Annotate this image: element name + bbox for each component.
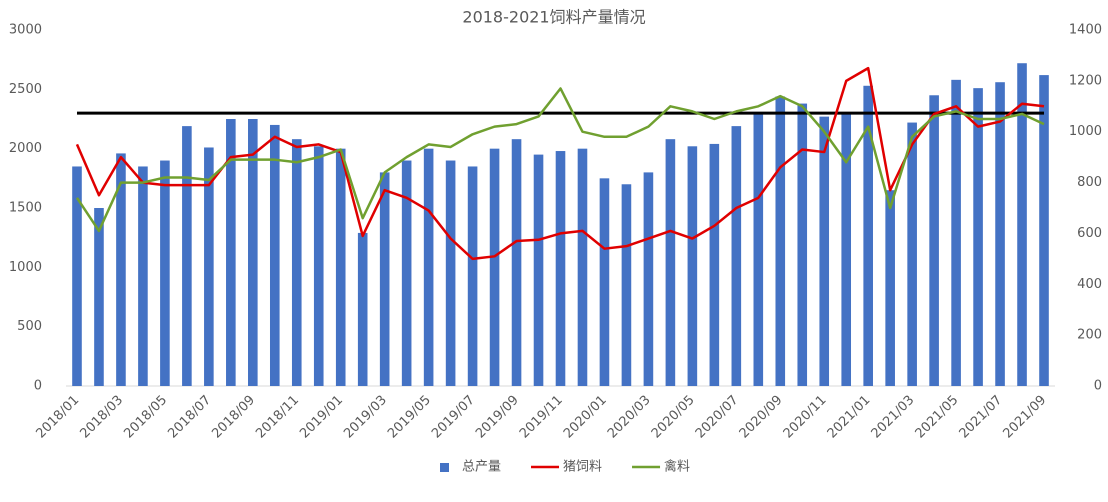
x-tick-label: 2018/09 <box>209 393 258 442</box>
bar <box>1017 63 1027 387</box>
bar <box>226 119 236 386</box>
x-tick-label: 2021/05 <box>913 393 962 442</box>
y-tick-label: 3000 <box>9 23 42 38</box>
bar <box>687 146 698 386</box>
bar <box>160 160 170 386</box>
bar <box>72 166 82 386</box>
bar <box>291 139 302 386</box>
bar <box>116 153 126 386</box>
bar <box>929 95 939 387</box>
x-tick-label: 2021/07 <box>957 393 1006 442</box>
bar <box>357 232 368 386</box>
x-tick-label: 2020/11 <box>781 393 830 442</box>
y2-tick-label: 400 <box>1077 277 1102 292</box>
x-tick-label: 2021/01 <box>825 393 874 442</box>
x-tick-label: 2021/03 <box>869 393 918 442</box>
bar <box>204 147 214 386</box>
bar <box>753 113 764 387</box>
x-tick-label: 2019/07 <box>429 393 478 442</box>
bar <box>995 82 1005 387</box>
bar <box>643 172 654 386</box>
x-tick-label: 2019/03 <box>341 393 390 442</box>
x-tick-label: 2020/09 <box>737 393 786 442</box>
x-tick-label: 2019/11 <box>517 393 566 442</box>
x-tick-label: 2020/01 <box>561 393 610 442</box>
bar <box>248 119 258 386</box>
y2-tick-label: 200 <box>1077 328 1102 343</box>
y-tick-label: 2500 <box>9 82 42 97</box>
y-tick-label: 2000 <box>9 141 42 156</box>
bar <box>511 139 522 386</box>
legend-swatch <box>440 463 449 472</box>
y2-tick-label: 1000 <box>1069 124 1102 139</box>
bar <box>841 113 852 387</box>
bar <box>775 96 786 386</box>
bar <box>269 124 280 386</box>
y2-tick-label: 600 <box>1077 226 1102 241</box>
bar <box>797 103 808 386</box>
bar <box>951 79 961 386</box>
bar <box>182 126 192 387</box>
bar <box>885 190 895 386</box>
x-tick-label: 2018/03 <box>77 393 126 442</box>
legend-label: 猪饲料 <box>563 460 602 475</box>
bar <box>445 160 456 386</box>
bar <box>423 148 434 386</box>
bar <box>907 122 917 386</box>
bar <box>555 151 566 386</box>
bar <box>313 146 324 386</box>
legend-label: 总产量 <box>462 460 501 475</box>
y-tick-label: 500 <box>17 319 42 334</box>
bar <box>533 154 544 386</box>
bar <box>379 172 390 386</box>
bar <box>138 166 148 386</box>
bar <box>94 208 104 386</box>
legend-label: 禽料 <box>664 459 690 475</box>
bar <box>819 116 830 387</box>
bar <box>709 143 720 386</box>
x-tick-label: 2018/05 <box>121 393 170 442</box>
bar <box>401 160 412 386</box>
y-tick-label: 1000 <box>9 260 42 275</box>
y-tick-label: 1500 <box>9 201 42 216</box>
bar <box>489 148 500 386</box>
x-tick-label: 2020/07 <box>693 393 742 442</box>
y2-tick-label: 1400 <box>1069 23 1102 38</box>
x-tick-label: 2018/07 <box>165 393 214 442</box>
bar <box>335 148 346 386</box>
y2-tick-label: 1200 <box>1069 73 1102 88</box>
x-tick-label: 2019/05 <box>385 393 434 442</box>
bar <box>621 184 632 386</box>
x-tick-label: 2021/09 <box>1001 393 1050 442</box>
y2-tick-label: 800 <box>1077 175 1102 190</box>
x-tick-label: 2019/01 <box>297 393 346 442</box>
x-tick-label: 2019/09 <box>473 393 522 442</box>
bar <box>467 166 478 386</box>
bar <box>599 178 610 386</box>
bar <box>577 148 588 386</box>
bar <box>1039 75 1049 387</box>
chart-title: 2018-2021饲料产量情况 <box>462 8 645 27</box>
bar <box>731 126 742 387</box>
x-tick-label: 2020/03 <box>605 393 654 442</box>
x-tick-label: 2020/05 <box>649 393 698 442</box>
y-tick-label: 0 <box>34 379 42 394</box>
line <box>75 66 1045 261</box>
bar <box>665 139 676 386</box>
x-tick-label: 2018/11 <box>253 393 302 442</box>
line <box>75 87 1045 233</box>
x-tick-label: 2018/01 <box>33 393 82 442</box>
y2-tick-label: 0 <box>1094 379 1102 394</box>
bar <box>863 85 873 387</box>
bar <box>973 88 983 386</box>
